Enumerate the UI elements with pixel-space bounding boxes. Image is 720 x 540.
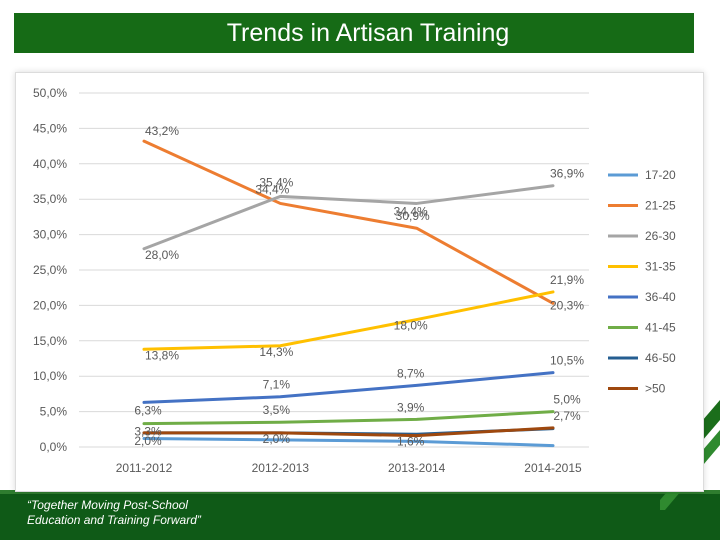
data-label-26-30: 34,4% (394, 204, 428, 218)
series-line-21-25 (142, 139, 555, 305)
x-tick-label: 2012-2013 (252, 461, 310, 475)
y-tick-label: 5,0% (40, 405, 68, 419)
y-tick-label: 40,0% (33, 157, 67, 171)
series-line-17-20 (142, 437, 555, 448)
title-bar: Trends in Artisan Training (14, 13, 694, 53)
data-label-36-40: 7,1% (263, 378, 291, 392)
legend-label-31-35: 31-35 (645, 260, 676, 274)
data-label-21-25: 43,2% (145, 124, 179, 138)
data-label-41-45: 3,5% (263, 403, 291, 417)
y-tick-label: 35,0% (33, 192, 67, 206)
legend-label-17-20: 17-20 (645, 168, 676, 182)
legend-label-26-30: 26-30 (645, 229, 676, 243)
line-chart: 0,0% 5,0% 10,0% 15,0% 20,0% 25,0% 30,0% 35,0% 40… (33, 86, 676, 475)
footer-line-1: “Together Moving Post-School (27, 498, 188, 512)
data-label-41-45: 3,3% (134, 425, 162, 439)
footer-background (0, 490, 720, 540)
data-label-36-40: 10,5% (550, 354, 584, 368)
data-label->50: 1,6% (397, 435, 425, 449)
data-label-31-35: 14,3% (259, 345, 293, 359)
y-tick-label: 25,0% (33, 263, 67, 277)
legend-label-21-25: 21-25 (645, 199, 676, 213)
y-tick-label: 20,0% (33, 298, 67, 312)
y-tick-label: 50,0% (33, 86, 67, 100)
series-line-36-40 (142, 371, 555, 404)
data-label-21-25: 20,3% (550, 298, 584, 312)
series-line-31-35 (142, 290, 555, 351)
y-tick-label: 10,0% (33, 369, 67, 383)
chart-card: 0,0% 5,0% 10,0% 15,0% 20,0% 25,0% 30,0% 35,0% 40… (15, 72, 704, 492)
legend-label-36-40: 36-40 (645, 290, 676, 304)
data-label-36-40: 6,3% (134, 403, 162, 417)
footer-slogan: “Together Moving Post-School Education a… (27, 498, 201, 528)
y-tick-label: 15,0% (33, 334, 67, 348)
y-tick-label: 0,0% (40, 440, 68, 454)
footer-stripe (0, 490, 720, 494)
data-label-31-35: 21,9% (550, 273, 584, 287)
legend-label-46-50: 46-50 (645, 351, 676, 365)
x-tick-label: 2014-2015 (524, 461, 582, 475)
data-label-31-35: 18,0% (394, 319, 428, 333)
data-label->50: 2,7% (553, 409, 581, 423)
data-label-41-45: 3,9% (397, 400, 425, 414)
series-line-26-30 (142, 184, 555, 251)
data-label-21-25: 34,4% (255, 182, 289, 196)
data-label->50: 2,0% (134, 434, 162, 448)
footer-line-2: Education and Training Forward” (27, 513, 201, 527)
legend-label-41-45: 41-45 (645, 321, 676, 335)
data-label-41-45: 5,0% (553, 393, 581, 407)
data-label-21-25: 30,9% (396, 209, 430, 223)
data-label-26-30: 28,0% (145, 248, 179, 262)
data-label-26-30: 35,4% (259, 175, 293, 189)
series-line->50 (142, 426, 555, 438)
y-tick-label: 30,0% (33, 228, 67, 242)
series-line-41-45 (142, 410, 555, 426)
data-label-26-30: 36,9% (550, 167, 584, 181)
y-tick-label: 45,0% (33, 121, 67, 135)
x-tick-label: 2013-2014 (388, 461, 446, 475)
data-label-36-40: 8,7% (397, 366, 425, 380)
data-label->50: 2,0% (263, 432, 291, 446)
page-title: Trends in Artisan Training (226, 18, 510, 47)
data-label-31-35: 13,8% (145, 348, 179, 362)
x-tick-label: 2011-2012 (116, 461, 173, 475)
legend-label->50: >50 (645, 382, 666, 396)
